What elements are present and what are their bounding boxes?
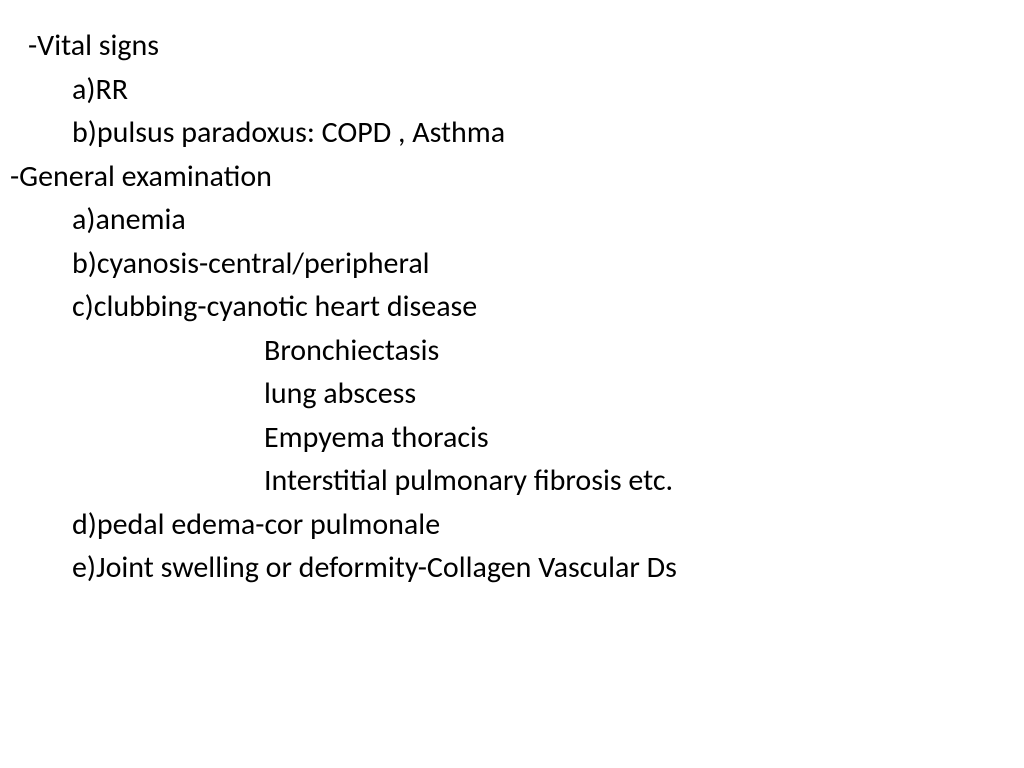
general-exam-item-d: d)pedal edema-cor pulmonale	[10, 503, 1024, 547]
clubbing-sub-interstitial: Interstitial pulmonary fibrosis etc.	[10, 459, 1024, 503]
general-exam-item-b: b)cyanosis-central/peripheral	[10, 242, 1024, 286]
clubbing-sub-empyema: Empyema thoracis	[10, 416, 1024, 460]
general-exam-item-a: a)anemia	[10, 198, 1024, 242]
clubbing-sub-lung-abscess: lung abscess	[10, 372, 1024, 416]
vital-signs-item-a: a)RR	[10, 68, 1024, 112]
vital-signs-item-b: b)pulsus paradoxus: COPD , Asthma	[10, 111, 1024, 155]
general-exam-item-c: c)clubbing-cyanotic heart disease	[10, 285, 1024, 329]
general-exam-item-e: e)Joint swelling or deformity-Collagen V…	[10, 546, 1024, 590]
section-general-exam-title: -General examination	[10, 155, 1024, 199]
section-vital-signs-title: -Vital signs	[10, 24, 1024, 68]
clubbing-sub-bronchiectasis: Bronchiectasis	[10, 329, 1024, 373]
